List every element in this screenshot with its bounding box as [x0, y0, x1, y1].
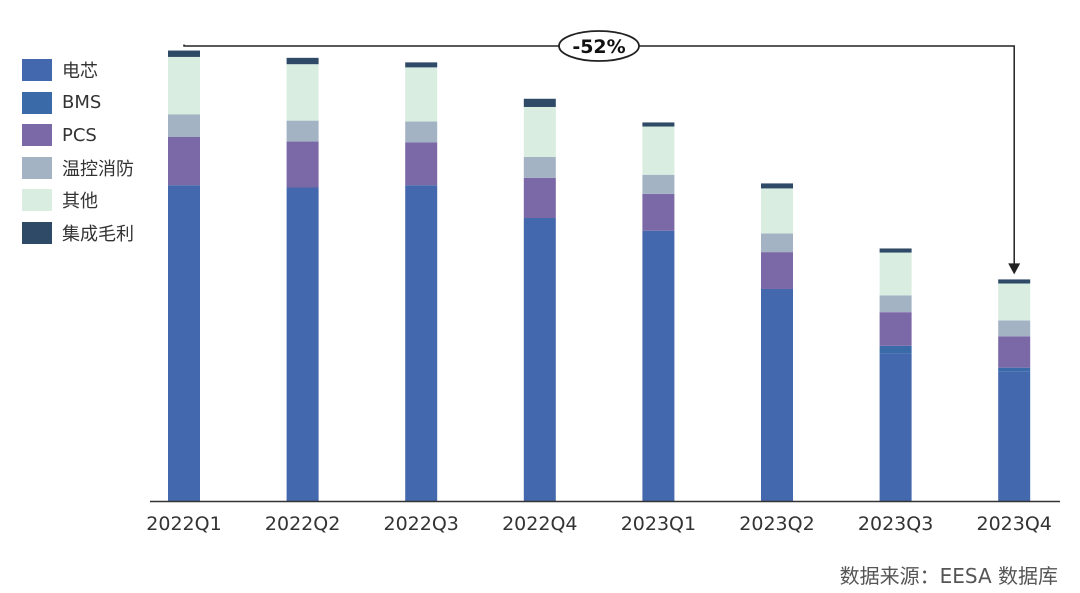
x-tick-label: 2022Q3 — [383, 513, 458, 535]
bar-segment — [405, 121, 438, 143]
bar-segment — [761, 288, 793, 501]
bar-segment — [405, 67, 438, 122]
bar-segment — [879, 252, 912, 296]
source-note: 数据来源：EESA 数据库 — [839, 564, 1058, 588]
bar-segment — [523, 217, 556, 502]
bar-segment — [998, 336, 1031, 368]
legend-swatch — [22, 156, 52, 179]
bar-segment — [286, 141, 319, 188]
bar-segment — [998, 320, 1031, 337]
bar-segment — [523, 98, 556, 107]
bar-segment — [523, 157, 556, 178]
bar-segment — [879, 312, 912, 346]
x-tick-label: 2023Q3 — [858, 513, 933, 535]
legend-label: 集成毛利 — [62, 223, 134, 245]
annotation-label: -52% — [572, 36, 625, 58]
legend-item: 集成毛利 — [22, 217, 134, 250]
legend: 电芯 BMS PCS 温控消防 其他 集成毛利 — [22, 54, 134, 249]
legend-item: 电芯 — [22, 54, 134, 87]
bar-segment — [998, 279, 1031, 284]
x-tick-label: 2023Q4 — [976, 513, 1051, 535]
x-tick-label: 2022Q1 — [146, 513, 221, 535]
legend-label: 其他 — [62, 191, 98, 213]
legend-swatch — [22, 91, 52, 114]
bar-segment — [286, 57, 319, 65]
bar-segment — [879, 345, 912, 354]
bar-segment — [998, 371, 1031, 501]
x-tick-label: 2022Q2 — [265, 513, 340, 535]
bar-segment — [761, 183, 793, 189]
bar-segment — [761, 233, 793, 253]
bar-segment — [286, 64, 319, 121]
legend-swatch — [22, 189, 52, 212]
bar-segment — [523, 106, 556, 158]
bar-segment — [405, 185, 438, 502]
x-tick-label: 2022Q4 — [502, 513, 577, 535]
legend-label: 温控消防 — [62, 158, 134, 180]
bar-segment — [168, 50, 200, 57]
bar-segment — [879, 248, 912, 253]
legend-label: 电芯 — [62, 61, 98, 83]
bar-segment — [642, 126, 675, 175]
bar-segment — [761, 188, 793, 234]
bar-segment — [523, 177, 556, 218]
bar-segment — [168, 114, 200, 137]
legend-item: PCS — [22, 119, 134, 152]
bar-segment — [168, 56, 200, 115]
bar-segment — [405, 62, 438, 68]
bar-segment — [879, 295, 912, 313]
legend-item: 温控消防 — [22, 152, 134, 185]
annotation-arrowhead — [1008, 263, 1021, 275]
bar-segment — [286, 120, 319, 142]
bar-segment — [998, 367, 1031, 372]
legend-label: BMS — [62, 92, 102, 114]
bar-segment — [761, 252, 793, 289]
bar-segment — [879, 353, 912, 501]
legend-swatch — [22, 124, 52, 147]
bar-segment — [642, 122, 675, 127]
x-tick-label: 2023Q1 — [621, 513, 696, 535]
bar-segment — [168, 185, 200, 502]
bar-segment — [998, 283, 1031, 321]
legend-label: PCS — [62, 124, 97, 146]
legend-item: BMS — [22, 87, 134, 120]
bar-segment — [168, 137, 200, 186]
bar-segment — [286, 187, 319, 501]
legend-swatch — [22, 221, 52, 244]
bar-segment — [642, 230, 675, 502]
bar-segment — [642, 174, 675, 194]
x-tick-label: 2023Q2 — [739, 513, 814, 535]
legend-item: 其他 — [22, 184, 134, 217]
annotation-badge — [558, 30, 640, 62]
legend-swatch — [22, 59, 52, 82]
bar-segment — [642, 193, 675, 231]
bar-segment — [405, 142, 438, 186]
